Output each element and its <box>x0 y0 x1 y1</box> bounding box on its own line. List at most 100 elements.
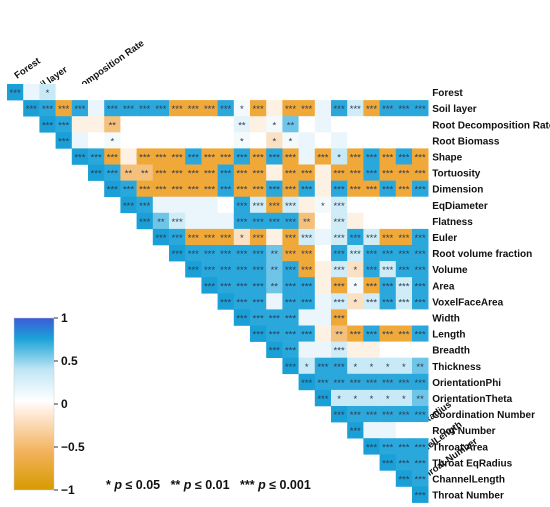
heatmap-cell <box>233 245 251 262</box>
heatmap-cell <box>217 180 235 197</box>
significance-label: *** <box>107 152 118 163</box>
heatmap-cell <box>298 261 316 278</box>
heatmap-cell <box>152 148 170 165</box>
significance-label: *** <box>285 169 296 180</box>
significance-label: * <box>305 362 309 373</box>
significance-label: *** <box>236 281 247 292</box>
significance-label: *** <box>58 120 69 131</box>
heatmap-cell <box>152 116 170 133</box>
significance-legend: * p ≤ 0.05 ** p ≤ 0.01 *** p ≤ 0.001 <box>106 478 311 492</box>
heatmap-cell <box>379 325 397 342</box>
heatmap-cell <box>363 341 380 358</box>
significance-label: *** <box>366 330 377 341</box>
significance-label: *** <box>398 249 409 260</box>
heatmap-cell <box>152 164 170 181</box>
heatmap-cell <box>347 357 364 375</box>
significance-label: *** <box>301 378 312 389</box>
heatmap-cell <box>395 100 413 117</box>
heatmap-cell <box>217 164 235 181</box>
significance-label: *** <box>398 281 409 292</box>
colorbar-tick-label: −0.5 <box>61 440 85 454</box>
significance-label: *** <box>188 185 199 196</box>
significance-label: *** <box>220 249 231 260</box>
significance-label: *** <box>204 281 215 292</box>
heatmap-cell <box>363 357 380 375</box>
heatmap-cell <box>395 438 413 455</box>
heatmap-cell <box>363 84 380 101</box>
heatmap-cell <box>412 486 429 503</box>
heatmap-cell <box>266 180 283 197</box>
heatmap-cell <box>412 373 429 391</box>
significance-label: *** <box>350 233 361 244</box>
heatmap-cell <box>88 116 105 133</box>
heatmap-cell <box>250 132 267 149</box>
heatmap-cell <box>152 132 170 149</box>
significance-label: *** <box>42 120 53 131</box>
heatmap-cell <box>298 116 316 133</box>
heatmap-cell <box>250 277 267 294</box>
heatmap-cell <box>347 116 364 133</box>
heatmap-cell <box>331 277 348 294</box>
significance-label: *** <box>188 104 199 115</box>
significance-label: *** <box>172 233 183 244</box>
significance-label: *** <box>285 330 296 341</box>
colorbar-tick-label: 0.5 <box>61 354 78 368</box>
significance-label: *** <box>139 185 150 196</box>
significance-label: *** <box>172 152 183 163</box>
heatmap-cell <box>331 132 348 149</box>
heatmap-cell <box>395 293 413 310</box>
heatmap-cell <box>314 357 332 375</box>
heatmap-cell <box>185 180 202 197</box>
significance-label: *** <box>398 410 409 421</box>
significance-label: *** <box>382 104 393 115</box>
significance-label: *** <box>366 104 377 115</box>
heatmap-cell <box>266 325 283 342</box>
significance-label: *** <box>415 249 426 260</box>
heatmap-cell <box>250 245 267 262</box>
row-label: Thickness <box>432 362 481 373</box>
heatmap-cell <box>363 212 380 230</box>
heatmap-cell <box>331 100 348 117</box>
heatmap-cell <box>185 245 202 262</box>
heatmap-cell <box>282 261 299 278</box>
heatmap-cell <box>363 148 380 165</box>
significance-label: *** <box>269 201 280 212</box>
heatmap-cell <box>379 341 397 358</box>
heatmap-cell <box>185 100 202 117</box>
sig-threshold-2: ≤ 0.01 <box>191 478 230 492</box>
significance-label: *** <box>382 410 393 421</box>
heatmap-cell <box>104 116 121 133</box>
significance-label: ** <box>271 281 279 292</box>
heatmap-cell <box>395 470 413 487</box>
heatmap-cell <box>136 132 154 149</box>
heatmap-cell <box>88 132 105 149</box>
heatmap-cell <box>331 116 348 133</box>
heatmap-cell <box>39 100 56 117</box>
significance-label: *** <box>253 201 264 212</box>
significance-label: *** <box>220 152 231 163</box>
heatmap-cell <box>395 261 413 278</box>
significance-label: *** <box>253 330 264 341</box>
heatmap-cell <box>379 196 397 214</box>
significance-label: *** <box>236 217 247 228</box>
heatmap-cell <box>185 132 202 149</box>
significance-label: *** <box>334 297 345 308</box>
sig-threshold-3: ≤ 0.001 <box>265 478 311 492</box>
significance-label: ** <box>271 249 279 260</box>
heatmap-cell <box>379 277 397 294</box>
heatmap-cell <box>250 148 267 165</box>
significance-label: *** <box>382 185 393 196</box>
heatmap-cell <box>395 245 413 262</box>
significance-label: *** <box>220 297 231 308</box>
significance-label: *** <box>188 169 199 180</box>
significance-label: *** <box>334 265 345 276</box>
significance-label: *** <box>74 104 85 115</box>
heatmap-cell <box>412 325 429 342</box>
significance-label: *** <box>415 185 426 196</box>
heatmap-cell <box>363 422 380 439</box>
heatmap-cell <box>379 212 397 230</box>
significance-label: *** <box>415 297 426 308</box>
heatmap-cell <box>217 212 235 230</box>
sig-threshold-1: ≤ 0.05 <box>122 478 161 492</box>
